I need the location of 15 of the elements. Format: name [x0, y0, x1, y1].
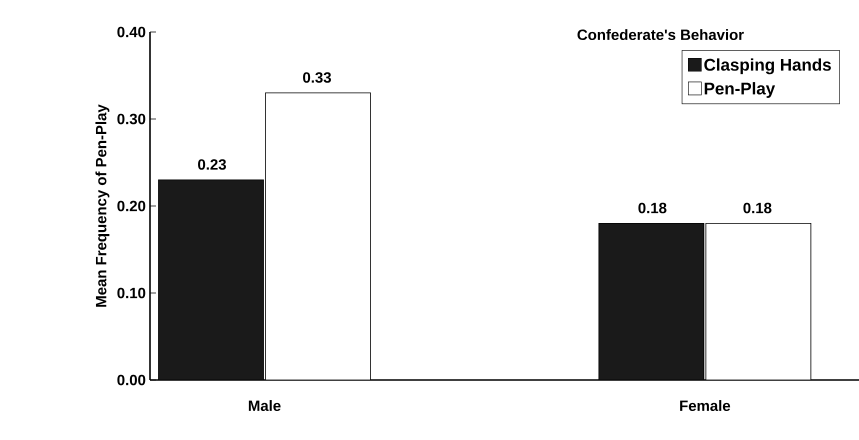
x-tick-label: Male: [248, 400, 281, 412]
y-tick-label: 0.10: [117, 288, 146, 298]
legend-label: Clasping Hands: [704, 58, 831, 74]
y-tick-label: 0.30: [117, 114, 146, 124]
data-label: 0.33: [303, 72, 331, 83]
legend-label: Pen-Play: [704, 82, 776, 98]
y-tick-label: 0.20: [117, 200, 146, 212]
data-label: 0.23: [198, 159, 226, 170]
y-tick-label: 0.40: [117, 26, 146, 38]
y-axis-title: Mean Frequency of Pen-Play: [95, 104, 110, 307]
data-label: 0.18: [743, 202, 772, 214]
data-label: 0.18: [638, 202, 666, 214]
y-tick-label: 0.00: [117, 374, 146, 386]
x-tick-label: Female: [680, 400, 730, 412]
legend-title: Confederate's Behavior: [578, 29, 744, 40]
